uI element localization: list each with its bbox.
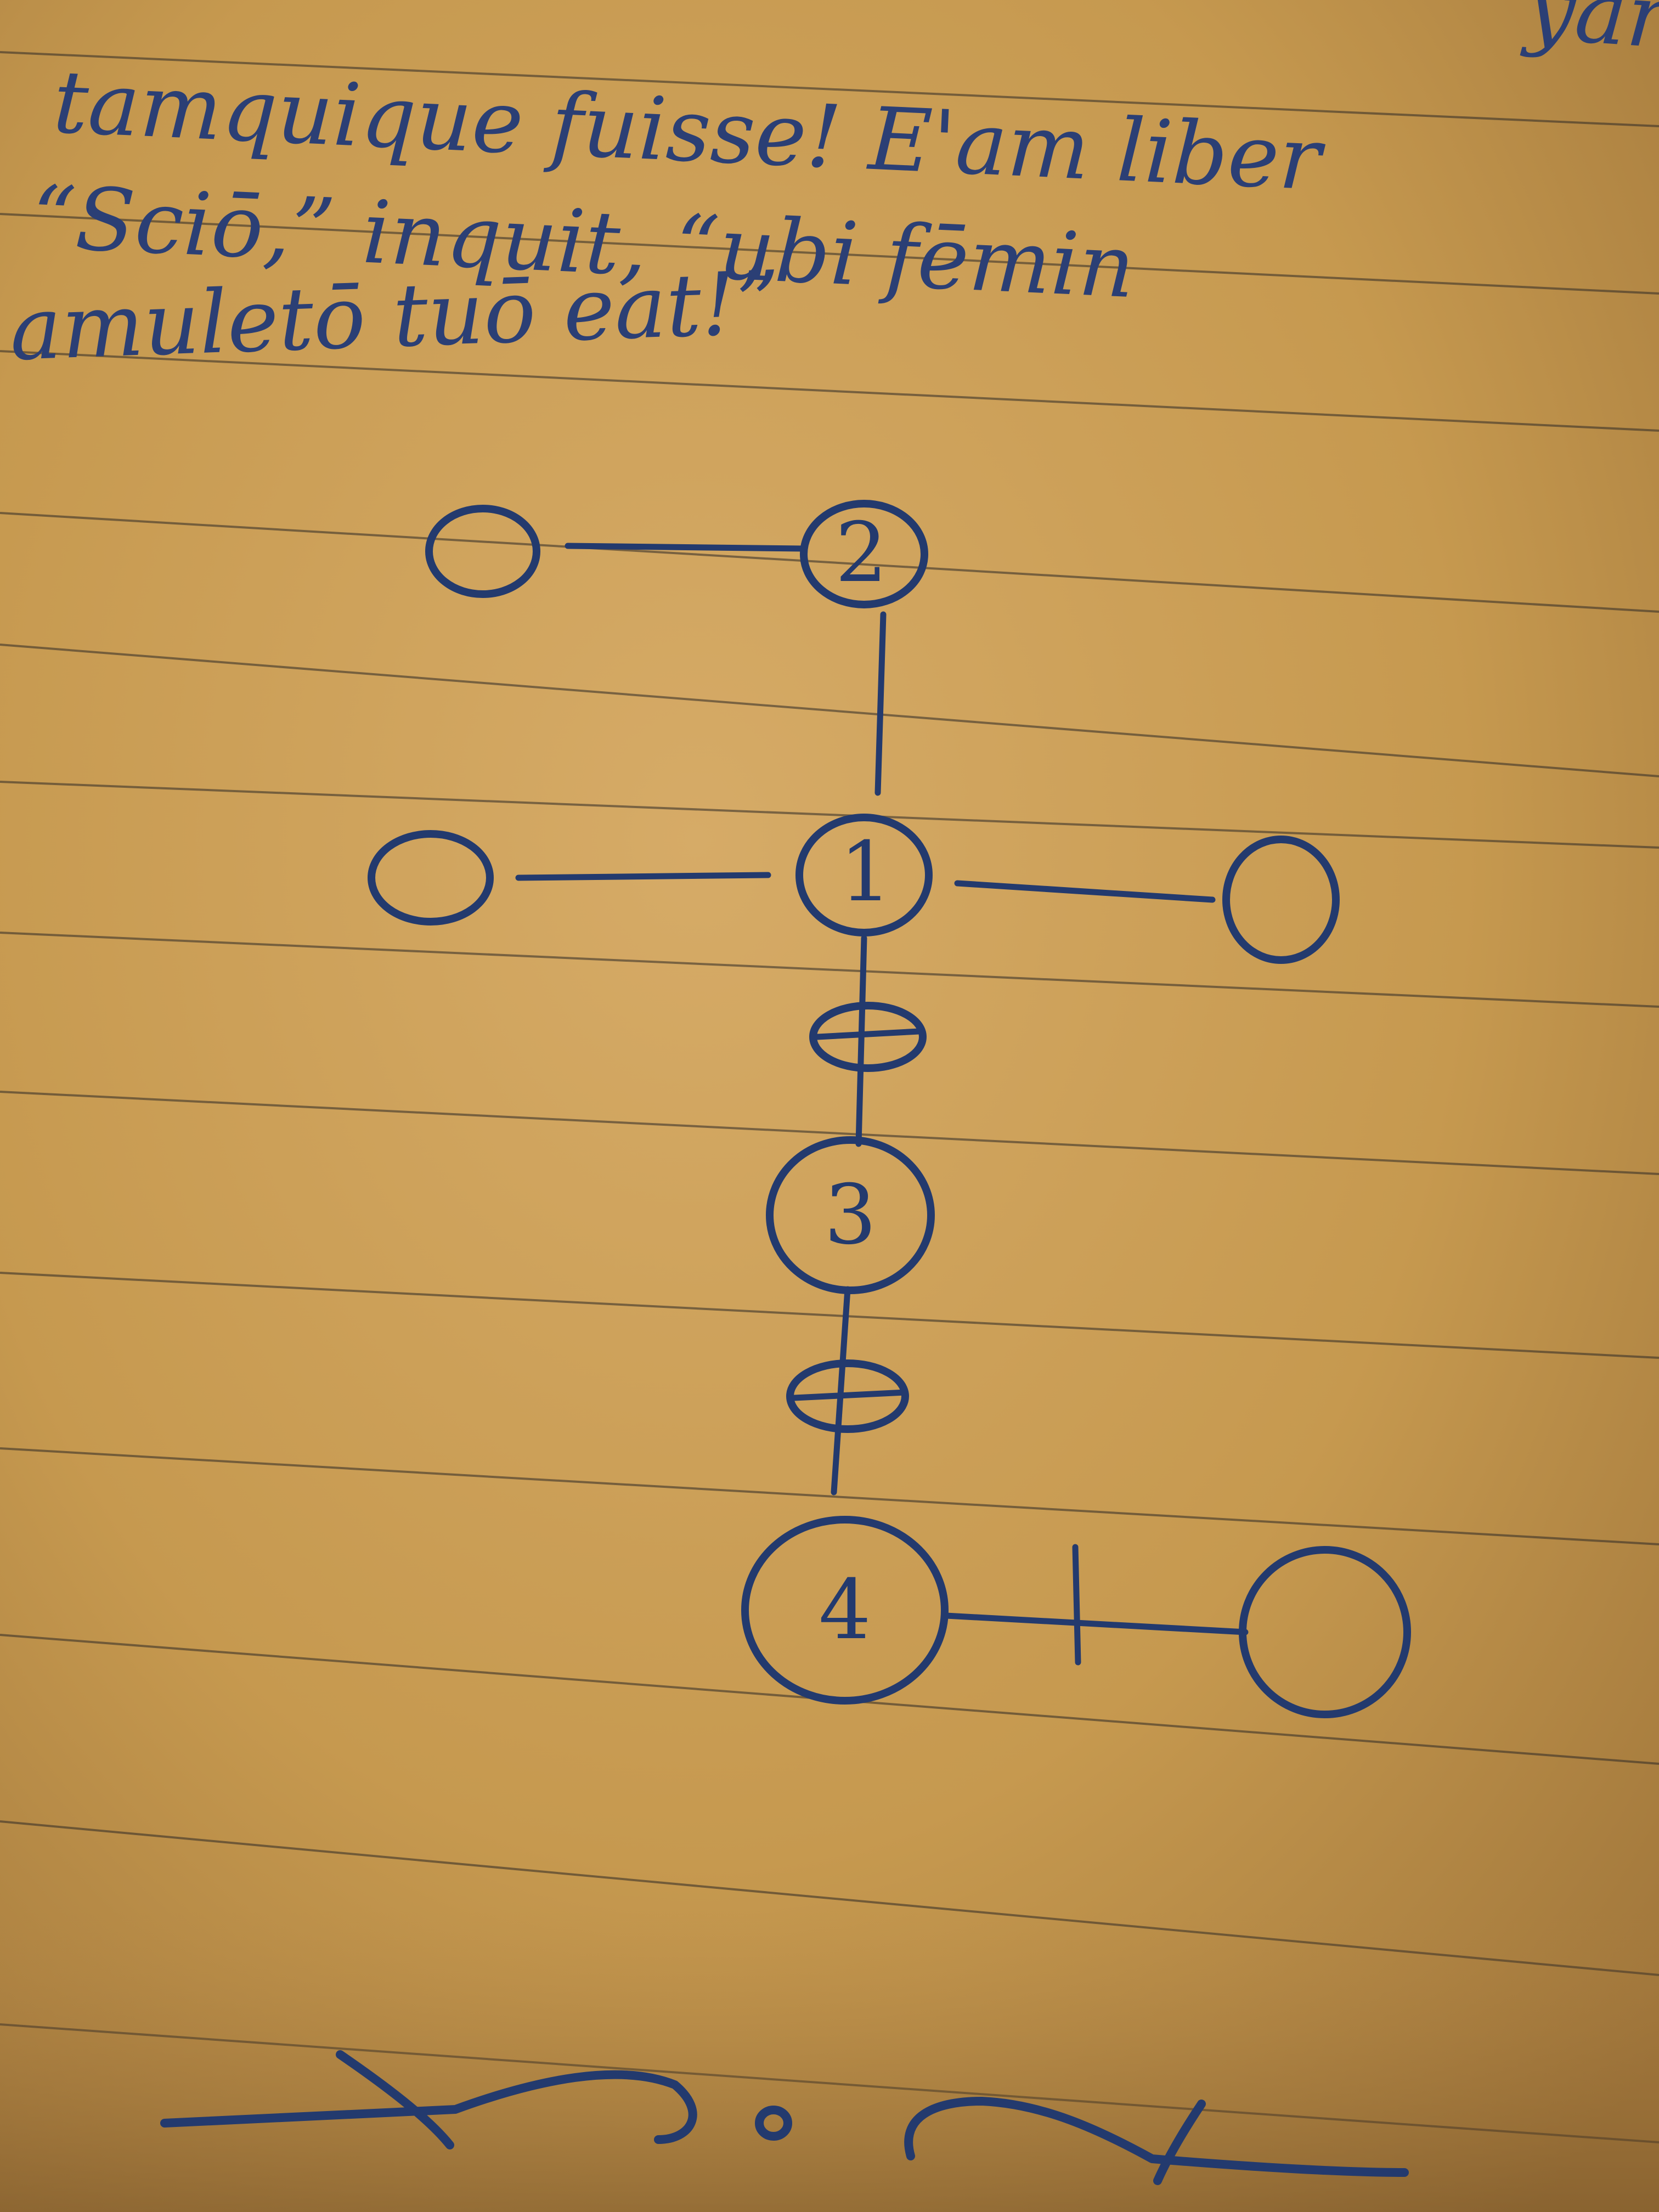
node-2-label: 2	[835, 505, 887, 601]
bottom-shadow	[0, 1909, 1659, 2212]
node-3-label: 3	[824, 1167, 876, 1263]
rule-line	[0, 1272, 1659, 1359]
rule-line	[0, 644, 1659, 777]
doodle-dot	[755, 2106, 792, 2141]
edge-mark-plus	[786, 1359, 909, 1433]
edge-node-2-to-node-1	[874, 611, 887, 796]
node-2: 2	[800, 500, 928, 608]
leaf-node-center-right	[1222, 836, 1340, 964]
doodle-stroke	[160, 2070, 697, 2144]
node-3-circle	[766, 1136, 935, 1294]
handwriting-line-1: yart	[1520, 0, 1659, 71]
node-4-label: 4	[819, 1562, 871, 1658]
edge-leaf-to-node-2	[565, 543, 807, 552]
node-1: 1	[795, 814, 933, 936]
bottom-doodle	[160, 2050, 1409, 2185]
node-4: 4	[741, 1516, 949, 1705]
doodle-hook-stroke	[904, 2097, 1409, 2177]
rule-line	[0, 512, 1659, 613]
rule-line	[0, 781, 1659, 849]
leaf-node-center-left	[368, 830, 494, 926]
edge-node-1-to-right-leaf	[954, 880, 1216, 903]
node-1-label: 1	[839, 825, 891, 920]
edge-node-3-to-node-4	[831, 1286, 851, 1496]
edge-node-4-to-right-leaf	[943, 1612, 1249, 1635]
doodle-slash-stroke	[1153, 2100, 1206, 2185]
plus-horizontal-bar	[791, 1389, 909, 1401]
node-3: 3	[766, 1136, 935, 1294]
edge-node-1-to-node-3	[855, 935, 867, 1147]
doodle-cross-stroke	[336, 2050, 454, 2149]
edge-mark-minus	[809, 1002, 927, 1072]
rule-line	[0, 350, 1659, 432]
node-2-circle	[800, 500, 928, 608]
rule-line	[0, 932, 1659, 1008]
rule-line	[0, 213, 1659, 295]
circled-minus-icon	[809, 1002, 927, 1072]
circled-plus-icon	[786, 1359, 909, 1433]
minus-bar	[814, 1028, 922, 1040]
rule-line	[0, 51, 1659, 127]
cross-tick-mark	[1072, 1544, 1081, 1666]
leaf-node-bottom-right	[1239, 1546, 1411, 1718]
node-4-circle	[741, 1516, 949, 1705]
node-1-circle	[795, 814, 933, 936]
leaf-node-top-left	[425, 505, 540, 598]
rule-line	[0, 1447, 1659, 1545]
edge-left-leaf-to-node-1	[515, 872, 771, 881]
tree-diagram: 2 1 3 4	[368, 500, 1411, 1718]
rule-line	[0, 1091, 1659, 1175]
